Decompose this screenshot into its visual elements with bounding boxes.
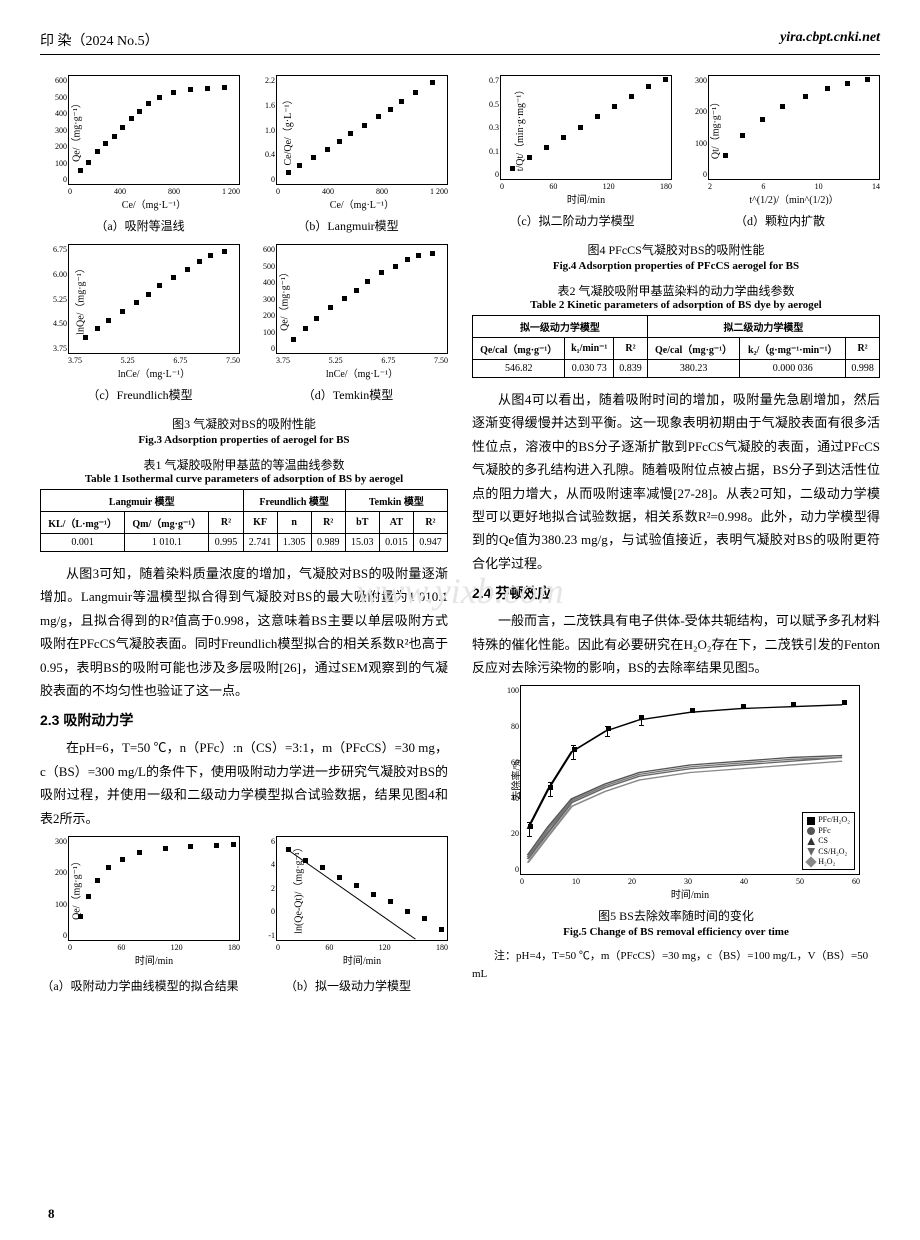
- table-row: Qe/cal（mg·g⁻¹）k₁/min⁻¹R²Qe/cal（mg·g⁻¹）k₂…: [473, 338, 880, 360]
- fig3a-xlabel: Ce/（mg·L⁻¹）: [68, 196, 240, 211]
- fig4d-yticks: 3002001000: [685, 76, 707, 179]
- paragraph-2: 在pH=6，T=50 ℃，n（PFc）:n（CS）=3:1，m（PFcCS）=3…: [40, 736, 448, 830]
- table-row: 0.0011 010.10.9952.7411.3050.98915.030.0…: [41, 534, 448, 552]
- fig4d-xlabel: t^(1/2)/（min^(1/2)）: [708, 191, 880, 206]
- table1-caption-cn: 表1 气凝胶吸附甲基蓝的等温曲线参数: [40, 456, 448, 473]
- fig4-panel-c: t/Qt/（min·g·mg⁻¹） 0.70.50.30.10 06012018…: [472, 75, 672, 235]
- left-column: Qe/（mg·g⁻¹） 6005004003002001000 04008001…: [40, 75, 448, 1000]
- fig3c-xticks: 3.755.256.757.50: [68, 356, 240, 365]
- paragraph-1: 从图3可知，随着染料质量浓度的增加，气凝胶对BS的吸附量逐渐增加。Langmui…: [40, 562, 448, 702]
- fig4d-xticks: 261014: [708, 182, 880, 191]
- fig4d-caption: （d）颗粒内扩散: [680, 212, 880, 229]
- fig4a-yticks: 3002001000: [45, 837, 67, 940]
- fig3a-ylabel: Qe/（mg·g⁻¹）: [67, 98, 82, 162]
- page-header: 印 染（2024 No.5） yira.cbpt.cnki.net: [40, 30, 880, 55]
- section-2-4-title: 2.4 芬顿效应: [472, 583, 880, 603]
- fig3b-xticks: 04008001 200: [276, 187, 448, 196]
- fig3c-plot: lnQe/（mg·g⁻¹） 6.756.005.254.503.75: [68, 244, 240, 354]
- fig3-caption-cn: 图3 气凝胶对BS的吸附性能: [40, 415, 448, 432]
- fig4a-xlabel: 时间/min: [68, 952, 240, 967]
- fig3a-xticks: 04008001 200: [68, 187, 240, 196]
- fig4d-plot: Qt/（mg·g⁻¹） 3002001000: [708, 75, 880, 180]
- fig3-panel-d: Qe/（mg·g⁻¹） 6005004003002001000 3.755.25…: [248, 244, 448, 409]
- fig5-xlabel: 时间/min: [520, 886, 860, 901]
- fig3d-plot: Qe/（mg·g⁻¹） 6005004003002001000: [276, 244, 448, 354]
- paragraph-4: 一般而言，二茂铁具有电子供体-受体共轭结构，可以赋予多孔材料特殊的催化性能。因此…: [472, 609, 880, 679]
- fig5-note: 注：pH=4，T=50 ℃，m（PFcCS）=30 mg，c（BS）=100 m…: [472, 948, 880, 983]
- header-url: yira.cbpt.cnki.net: [780, 30, 880, 50]
- fig4c-xlabel: 时间/min: [500, 191, 672, 206]
- fig3-row2: lnQe/（mg·g⁻¹） 6.756.005.254.503.75 3.755…: [40, 244, 448, 409]
- fig4-panel-a: Qe/（mg·g⁻¹） 3002001000 060120180 时间/min: [40, 836, 240, 967]
- fig4a-plot: Qe/（mg·g⁻¹） 3002001000: [68, 836, 240, 941]
- paragraph-3: 从图4可以看出，随着吸附时间的增加，吸附量先急剧增加，然后逐渐变得缓慢并达到平衡…: [472, 388, 880, 575]
- fig4c-yticks: 0.70.50.30.10: [477, 76, 499, 179]
- fig3-panel-b: Ce/Qe/（g·L⁻¹） 2.21.61.00.40 04008001 200…: [248, 75, 448, 240]
- fig4b-yticks: 6420-1: [253, 837, 275, 940]
- table-row: Langmuir 模型 Freundlich 模型 Temkin 模型: [41, 490, 448, 512]
- fig3-panel-c: lnQe/（mg·g⁻¹） 6.756.005.254.503.75 3.755…: [40, 244, 240, 409]
- fig3a-yticks: 6005004003002001000: [45, 76, 67, 184]
- fig5-caption-en: Fig.5 Change of BS removal efficiency ov…: [472, 926, 880, 938]
- fig5-xticks: 0102030405060: [520, 877, 860, 886]
- table2-caption-en: Table 2 Kinetic parameters of adsorption…: [472, 299, 880, 311]
- fig4-caption-cn: 图4 PFcCS气凝胶对BS的吸附性能: [472, 241, 880, 258]
- fig4a-xticks: 060120180: [68, 943, 240, 952]
- fig3b-yticks: 2.21.61.00.40: [253, 76, 275, 184]
- fig3b-xlabel: Ce/（mg·L⁻¹）: [276, 196, 448, 211]
- fig3b-caption: （b）Langmuir模型: [248, 217, 448, 234]
- fig4a-caption: （a）吸附动力学曲线模型的拟合结果: [40, 977, 240, 994]
- table-row: 拟一级动力学模型 拟二级动力学模型: [473, 316, 880, 338]
- table-row: 546.820.030 730.839380.230.000 0360.998: [473, 360, 880, 378]
- fig4b-plot: ln(Qe-Qt)/（mg·g⁻¹） 6420-1: [276, 836, 448, 941]
- fig4c-plot: t/Qt/（min·g·mg⁻¹） 0.70.50.30.10: [500, 75, 672, 180]
- fig4b-xlabel: 时间/min: [276, 952, 448, 967]
- main-content: Qe/（mg·g⁻¹） 6005004003002001000 04008001…: [40, 75, 880, 1000]
- header-journal: 印 染（2024 No.5）: [40, 30, 159, 50]
- fig3d-ylabel: Qe/（mg·g⁻¹）: [275, 267, 290, 331]
- fig3-row1: Qe/（mg·g⁻¹） 6005004003002001000 04008001…: [40, 75, 448, 240]
- table2: 拟一级动力学模型 拟二级动力学模型 Qe/cal（mg·g⁻¹）k₁/min⁻¹…: [472, 315, 880, 378]
- fig3c-yticks: 6.756.005.254.503.75: [45, 245, 67, 353]
- fig4-row1: Qe/（mg·g⁻¹） 3002001000 060120180 时间/min …: [40, 836, 448, 967]
- fig3d-yticks: 6005004003002001000: [253, 245, 275, 353]
- fig4d-ylabel: Qt/（mg·g⁻¹）: [707, 96, 722, 158]
- fig4c-xticks: 060120180: [500, 182, 672, 191]
- fig4c-ylabel: t/Qt/（min·g·mg⁻¹）: [511, 84, 526, 171]
- table2-caption-cn: 表2 气凝胶吸附甲基蓝染料的动力学曲线参数: [472, 282, 880, 299]
- fig3-caption-en: Fig.3 Adsorption properties of aerogel f…: [40, 434, 448, 446]
- fig3d-xlabel: lnCe/（mg·L⁻¹）: [276, 365, 448, 380]
- fig3c-ylabel: lnQe/（mg·g⁻¹）: [71, 263, 86, 335]
- table1: Langmuir 模型 Freundlich 模型 Temkin 模型 KL/（…: [40, 489, 448, 552]
- table-row: KL/（L·mg⁻¹）Qm/（mg·g⁻¹）R²KFnR²bTATR²: [41, 512, 448, 534]
- fig3c-xlabel: lnCe/（mg·L⁻¹）: [68, 365, 240, 380]
- fig3a-plot: Qe/（mg·g⁻¹） 6005004003002001000: [68, 75, 240, 185]
- fig4c-caption: （c）拟二阶动力学模型: [472, 212, 672, 229]
- fig3a-caption: （a）吸附等温线: [40, 217, 240, 234]
- page-number: 8: [48, 1206, 55, 1222]
- fig3b-ylabel: Ce/Qe/（g·L⁻¹）: [279, 94, 294, 165]
- right-column: t/Qt/（min·g·mg⁻¹） 0.70.50.30.10 06012018…: [472, 75, 880, 1000]
- section-2-3-title: 2.3 吸附动力学: [40, 710, 448, 730]
- fig4b-xticks: 060120180: [276, 943, 448, 952]
- fig5-plot: 去除率/% 100806040200: [520, 685, 860, 875]
- fig4a-ylabel: Qe/（mg·g⁻¹）: [67, 856, 82, 920]
- fig4-row2: t/Qt/（min·g·mg⁻¹） 0.70.50.30.10 06012018…: [472, 75, 880, 235]
- fig3d-caption: （d）Temkin模型: [248, 386, 448, 403]
- fig3c-caption: （c）Freundlich模型: [40, 386, 240, 403]
- fig5-legend: PFc/H₂O₂ PFc CS CS/H₂O₂ H₂O₂: [802, 812, 855, 870]
- fig3d-xticks: 3.755.256.757.50: [276, 356, 448, 365]
- fig3-panel-a: Qe/（mg·g⁻¹） 6005004003002001000 04008001…: [40, 75, 240, 240]
- fig4-panel-b: ln(Qe-Qt)/（mg·g⁻¹） 6420-1 060120180 时间/m…: [248, 836, 448, 967]
- fig4-panel-d: Qt/（mg·g⁻¹） 3002001000 261014 t^(1/2)/（m…: [680, 75, 880, 235]
- fig5: 去除率/% 100806040200: [492, 685, 860, 901]
- fig4b-caption: （b）拟一级动力学模型: [248, 977, 448, 994]
- table1-caption-en: Table 1 Isothermal curve parameters of a…: [40, 473, 448, 485]
- fig3b-plot: Ce/Qe/（g·L⁻¹） 2.21.61.00.40: [276, 75, 448, 185]
- fig5-yticks: 100806040200: [497, 686, 519, 874]
- fig4-caption-en: Fig.4 Adsorption properties of PFcCS aer…: [472, 260, 880, 272]
- fig5-caption-cn: 图5 BS去除效率随时间的变化: [472, 907, 880, 924]
